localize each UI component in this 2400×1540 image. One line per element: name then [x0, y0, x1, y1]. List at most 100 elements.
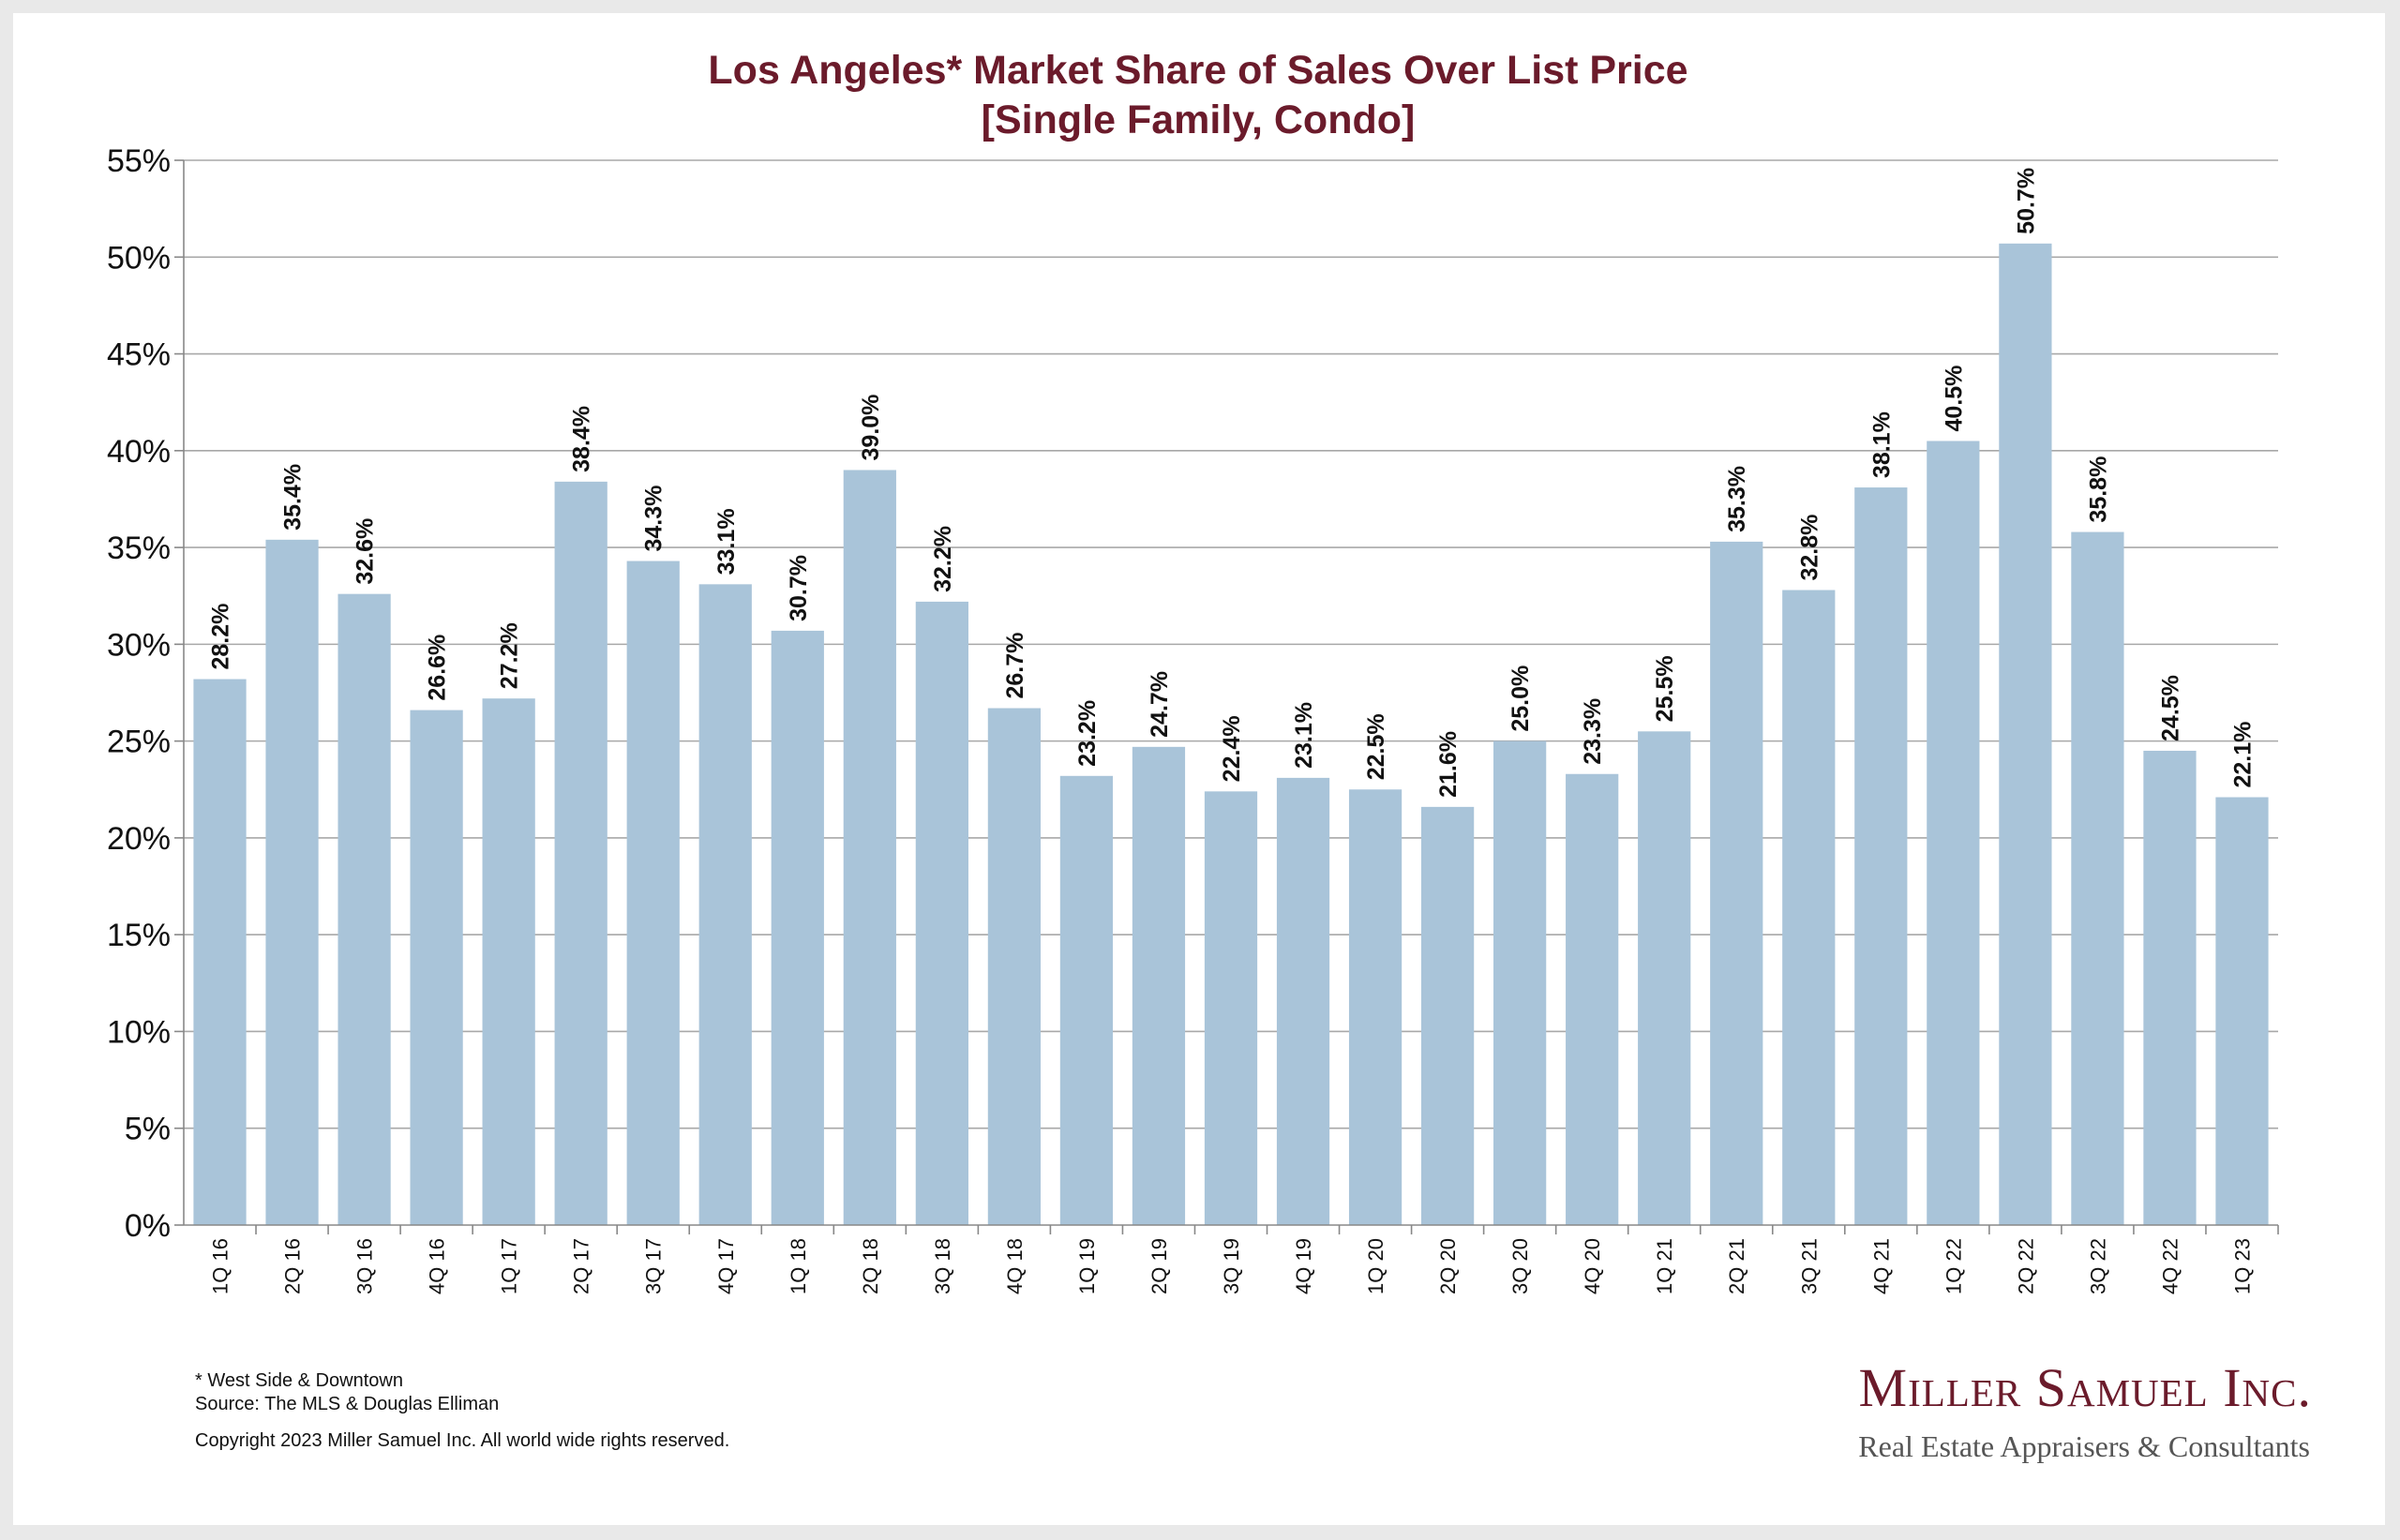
x-tick-label: 2Q 19	[1148, 1238, 1171, 1294]
data-label: 32.2%	[930, 526, 956, 592]
data-label: 38.1%	[1868, 411, 1895, 478]
x-tick-label: 3Q 18	[931, 1238, 954, 1294]
bar	[698, 584, 752, 1225]
axes: 0% 5% 10% 15% 20% 25% 30% 35% 40% 45% 50% 55% 1Q 16 2…	[107, 143, 2279, 1294]
logo-company-name: Miller Samuel Inc.	[1858, 1357, 2312, 1418]
x-tick-label: 1Q 22	[1942, 1238, 1965, 1294]
x-tick-label: 2Q 21	[1725, 1238, 1748, 1294]
bar	[2215, 797, 2269, 1225]
bar	[1710, 541, 1763, 1225]
x-tick-label: 3Q 22	[2086, 1238, 2109, 1294]
bar	[843, 470, 896, 1225]
logo-tagline: Real Estate Appraisers & Consultants	[1858, 1429, 2310, 1463]
y-tick-label: 40%	[107, 434, 171, 470]
y-tick-label: 25%	[107, 725, 171, 760]
x-tick-label: 4Q 21	[1869, 1238, 1893, 1294]
x-tick-label: 4Q 16	[426, 1238, 449, 1294]
bar	[987, 708, 1042, 1225]
data-label: 25.5%	[1652, 655, 1678, 722]
data-label: 27.2%	[497, 622, 523, 689]
y-tick-label: 35%	[107, 531, 171, 566]
bar	[1059, 775, 1114, 1225]
bar	[1782, 590, 1836, 1225]
bar	[626, 561, 680, 1225]
data-label: 25.0%	[1508, 665, 1534, 732]
bar	[1638, 731, 1691, 1225]
data-label: 35.8%	[2085, 456, 2111, 523]
x-tick-label: 4Q 17	[714, 1238, 738, 1294]
data-label: 32.8%	[1796, 515, 1822, 581]
bar	[771, 630, 824, 1225]
bar	[1132, 746, 1186, 1225]
x-tick-label: 3Q 20	[1508, 1238, 1532, 1294]
x-tick-label: 2Q 20	[1436, 1238, 1460, 1294]
data-label: 33.1%	[713, 508, 740, 575]
x-tick-label: 3Q 21	[1797, 1238, 1821, 1294]
data-label: 24.7%	[1147, 671, 1173, 738]
bar	[915, 601, 968, 1225]
x-tick-label: 2Q 17	[570, 1238, 593, 1294]
bar	[1854, 487, 1908, 1225]
x-tick-label: 2Q 22	[2014, 1238, 2037, 1294]
x-tick-label: 1Q 16	[209, 1238, 232, 1294]
x-tick-label: 2Q 18	[859, 1238, 882, 1294]
data-labels: 28.2% 35.4% 32.6% 26.6% 27.2% 38.4% 34.3% 33.1%…	[208, 168, 2257, 798]
data-label: 40.5%	[1941, 366, 1967, 432]
bar	[1204, 791, 1258, 1225]
bar	[410, 710, 463, 1225]
x-tick-label: 4Q 18	[1003, 1238, 1027, 1294]
footnote-source: Source: The MLS & Douglas Elliman	[195, 1394, 500, 1414]
data-label: 22.4%	[1219, 715, 1245, 782]
y-tick-label: 50%	[107, 240, 171, 276]
x-tick-label: 3Q 19	[1220, 1238, 1243, 1294]
bar	[1999, 243, 2052, 1225]
bar	[338, 593, 391, 1225]
chart-title-line-1: Los Angeles* Market Share of Sales Over …	[708, 48, 1688, 93]
x-tick-label: 4Q 22	[2158, 1238, 2182, 1294]
bar	[1493, 740, 1547, 1225]
bars	[193, 243, 2269, 1225]
y-tick-label: 10%	[107, 1014, 171, 1050]
footnote-region: * West Side & Downtown	[195, 1370, 403, 1391]
data-label: 22.1%	[2229, 722, 2256, 788]
x-tick-label: 3Q 17	[642, 1238, 666, 1294]
data-label: 26.6%	[425, 635, 451, 701]
bar	[1276, 777, 1330, 1225]
data-label: 22.5%	[1363, 713, 1389, 780]
bar	[482, 698, 535, 1225]
y-tick-label: 5%	[125, 1112, 171, 1147]
data-label: 23.1%	[1291, 702, 1317, 769]
y-tick-label: 45%	[107, 337, 171, 373]
data-label: 35.3%	[1724, 466, 1750, 532]
chart-frame: Los Angeles* Market Share of Sales Over …	[13, 13, 2385, 1525]
bar	[554, 481, 608, 1225]
bar-chart: Los Angeles* Market Share of Sales Over …	[107, 48, 2279, 1294]
bar	[2071, 531, 2124, 1225]
x-tick-label: 2Q 16	[281, 1238, 305, 1294]
bar	[1927, 441, 1980, 1225]
x-tick-label: 1Q 21	[1653, 1238, 1676, 1294]
x-tick-label: 1Q 17	[498, 1238, 521, 1294]
data-label: 38.4%	[569, 406, 595, 472]
bar	[265, 539, 319, 1225]
data-label: 35.4%	[280, 464, 307, 531]
bar	[193, 679, 247, 1225]
x-tick-label: 1Q 19	[1075, 1238, 1099, 1294]
bar	[2143, 750, 2197, 1225]
bar	[1566, 773, 1619, 1225]
footnote-copyright: Copyright 2023 Miller Samuel Inc. All wo…	[195, 1430, 730, 1451]
x-tick-label: 1Q 18	[787, 1238, 810, 1294]
x-tick-label: 1Q 20	[1364, 1238, 1388, 1294]
y-tick-label: 20%	[107, 821, 171, 857]
data-label: 39.0%	[858, 395, 884, 461]
bar	[1420, 806, 1475, 1225]
data-label: 28.2%	[208, 604, 234, 670]
data-label: 30.7%	[786, 555, 812, 621]
y-tick-label: 55%	[107, 143, 171, 179]
data-label: 26.7%	[1002, 633, 1028, 699]
data-label: 34.3%	[641, 486, 668, 552]
data-label: 24.5%	[2157, 675, 2183, 741]
y-tick-label: 0%	[125, 1208, 171, 1244]
y-tick-label: 15%	[107, 918, 171, 953]
y-tick-label: 30%	[107, 627, 171, 663]
